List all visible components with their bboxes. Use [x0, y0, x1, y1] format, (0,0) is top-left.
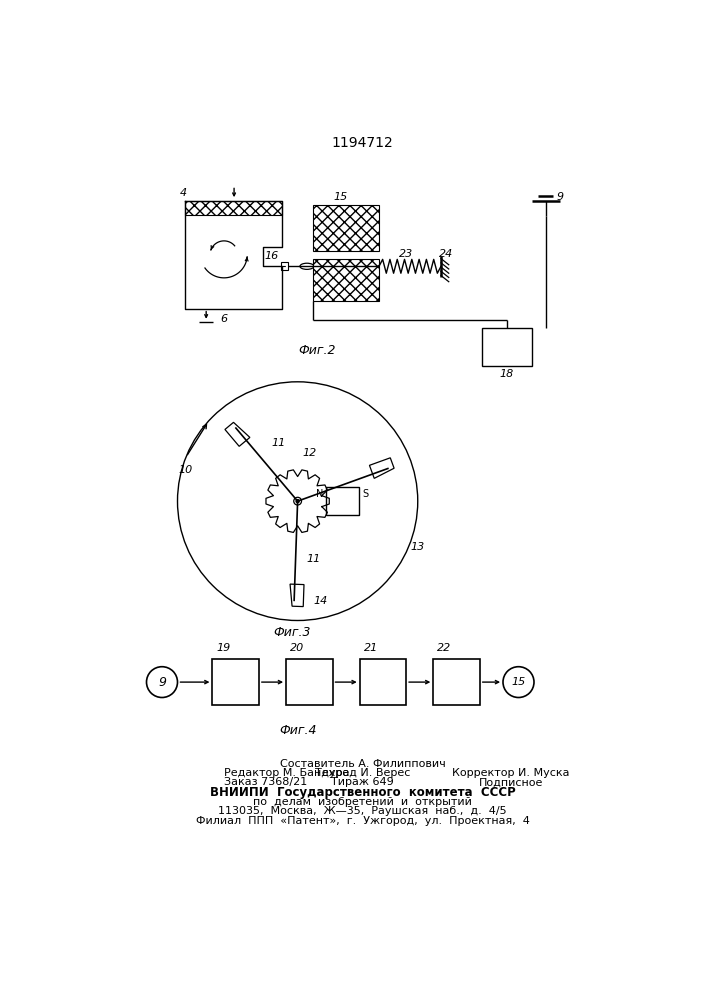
Polygon shape: [290, 584, 304, 607]
Text: 11: 11: [271, 438, 286, 448]
Text: по  делам  изобретений  и  открытий: по делам изобретений и открытий: [253, 797, 472, 807]
Text: Фиг.3: Фиг.3: [274, 626, 311, 639]
Text: Техред И. Верес: Техред И. Верес: [315, 768, 410, 778]
Bar: [433, 659, 480, 705]
Bar: [313, 205, 379, 251]
Text: Филиал  ППП  «Патент»,  г.  Ужгород,  ул.  Проектная,  4: Филиал ППП «Патент», г. Ужгород, ул. Про…: [196, 816, 530, 826]
Text: 16: 16: [265, 251, 279, 261]
Text: 22: 22: [437, 643, 451, 653]
Text: 21: 21: [363, 643, 378, 653]
Bar: [281, 262, 288, 270]
Text: 9: 9: [158, 676, 166, 689]
Bar: [313, 259, 379, 301]
Text: 14: 14: [314, 596, 328, 606]
Text: 12: 12: [302, 448, 316, 458]
Bar: [286, 659, 332, 705]
Text: 13: 13: [410, 542, 424, 552]
Bar: [360, 659, 406, 705]
Text: 9: 9: [556, 192, 563, 202]
Text: 113035,  Москва,  Ж—35,  Раушская  наб.,  д.  4/5: 113035, Москва, Ж—35, Раушская наб., д. …: [218, 806, 507, 816]
Bar: [327, 487, 359, 515]
Text: Заказ 7368/21: Заказ 7368/21: [224, 777, 308, 787]
Text: Редактор М. Бандура: Редактор М. Бандура: [224, 768, 349, 778]
Text: 23: 23: [399, 249, 414, 259]
Text: 15: 15: [333, 192, 347, 202]
Bar: [482, 328, 532, 366]
Text: 1194712: 1194712: [332, 136, 394, 150]
Polygon shape: [225, 422, 250, 446]
Bar: [327, 487, 359, 501]
Bar: [212, 659, 259, 705]
Text: 20: 20: [290, 643, 304, 653]
Text: ВНИИПИ  Государственного  комитета  СССР: ВНИИПИ Государственного комитета СССР: [210, 786, 515, 799]
Bar: [327, 501, 359, 515]
Text: Тираж 649: Тираж 649: [332, 777, 394, 787]
Text: 18: 18: [500, 369, 514, 379]
Text: Составитель А. Филиппович: Составитель А. Филиппович: [280, 759, 445, 769]
Text: 11: 11: [306, 554, 320, 564]
Circle shape: [296, 500, 299, 503]
Text: S: S: [362, 489, 368, 499]
Text: Фиг.4: Фиг.4: [279, 724, 316, 737]
Text: N: N: [317, 489, 324, 499]
Text: 6: 6: [221, 314, 228, 324]
Text: 10: 10: [178, 465, 192, 475]
Ellipse shape: [300, 263, 314, 269]
Text: 24: 24: [439, 249, 454, 259]
Text: 19: 19: [216, 643, 230, 653]
Text: 15: 15: [511, 677, 525, 687]
Text: Фиг.2: Фиг.2: [298, 344, 336, 358]
Bar: [185, 201, 282, 215]
Text: Подписное: Подписное: [479, 777, 543, 787]
Polygon shape: [370, 458, 394, 478]
Text: 4: 4: [180, 188, 187, 198]
Text: Корректор И. Муска: Корректор И. Муска: [452, 768, 570, 778]
